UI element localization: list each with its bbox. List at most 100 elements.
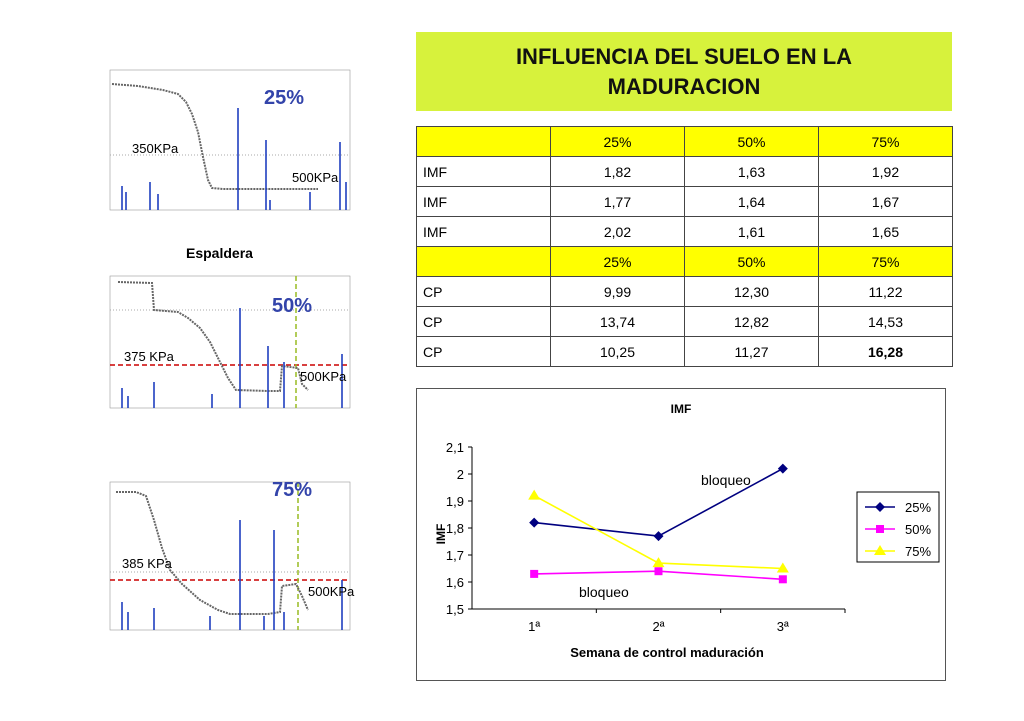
threshold-label: 375 KPa	[124, 349, 175, 364]
series-50%	[530, 567, 787, 584]
title-line-2: MADURACION	[607, 73, 761, 99]
data-point	[654, 567, 663, 576]
table-cell: 1,92	[818, 156, 953, 187]
table-cell: 12,82	[684, 306, 819, 337]
x-tick-label: 1ª	[528, 619, 540, 634]
row-label: IMF	[416, 216, 551, 247]
threshold-label: 385 KPa	[122, 556, 173, 571]
end-label: 500KPa	[300, 369, 347, 384]
table-header-row: 25% 50% 75%	[416, 126, 953, 157]
table-row: IMF 2,02 1,61 1,65	[416, 216, 953, 247]
y-tick-label: 1,6	[446, 575, 464, 590]
tension-curve	[111, 83, 318, 190]
data-point	[776, 562, 789, 573]
imf-chart: IMF IMF Semana de control maduración 1,5…	[416, 388, 946, 681]
chart-title: IMF	[671, 402, 692, 416]
table-cell: 1,67	[818, 186, 953, 217]
panel-percent: 75%	[272, 479, 312, 501]
table-cell: 25%	[550, 126, 685, 157]
soil-panel-75: 75% 385 KPa 500KPa	[88, 450, 373, 665]
soil-chart-50: Espaldera 50% 375 KPa 500KPa	[109, 245, 351, 409]
data-point	[529, 517, 540, 528]
plot-frame	[109, 69, 351, 211]
data-point	[652, 557, 665, 568]
title-banner: INFLUENCIA DEL SUELO EN LA MADURACION	[416, 32, 952, 111]
table-cell: 50%	[684, 126, 819, 157]
annotation: bloqueo	[579, 584, 629, 600]
y-axis-label: IMF	[434, 524, 448, 545]
legend-label: 50%	[905, 522, 931, 537]
table-row: CP 9,99 12,30 11,22	[416, 276, 953, 307]
y-tick-label: 2,1	[446, 440, 464, 455]
row-label: CP	[416, 336, 551, 367]
y-tick-label: 1,7	[446, 548, 464, 563]
data-point	[875, 502, 885, 512]
table-cell: 10,25	[550, 336, 685, 367]
legend-label: 75%	[905, 544, 931, 559]
table-cell: 1,82	[550, 156, 685, 187]
table-cell: 9,99	[550, 276, 685, 307]
end-label: 500KPa	[308, 584, 355, 599]
legend-label: 25%	[905, 500, 931, 515]
data-point	[528, 489, 541, 500]
table-cell: 75%	[818, 246, 953, 277]
x-axis-label: Semana de control maduración	[570, 645, 764, 660]
table-cell: 2,02	[550, 216, 685, 247]
imf-chart-svg: IMF IMF Semana de control maduración 1,5…	[434, 402, 940, 660]
table-cell: 13,74	[550, 306, 685, 337]
data-point	[876, 525, 884, 533]
series-25%	[529, 463, 788, 542]
soil-chart-25: 25% 350KPa 500KPa	[109, 69, 351, 211]
data-point	[778, 575, 787, 584]
table-cell: 12,30	[684, 276, 819, 307]
rain-bars	[121, 520, 343, 630]
panel-caption: Espaldera	[186, 245, 253, 261]
row-label: IMF	[416, 186, 551, 217]
row-label: CP	[416, 276, 551, 307]
table-cell: 25%	[550, 246, 685, 277]
y-tick-label: 1,8	[446, 521, 464, 536]
data-point	[653, 531, 664, 542]
table-row: CP 10,25 11,27 16,28	[416, 336, 953, 367]
table-cell: 1,63	[684, 156, 819, 187]
row-label	[416, 126, 551, 157]
title-line-1: INFLUENCIA DEL SUELO EN LA	[515, 43, 853, 69]
table-cell: 1,77	[550, 186, 685, 217]
data-point	[530, 569, 539, 578]
table-row: CP 13,74 12,82 14,53	[416, 306, 953, 337]
y-tick-label: 1,9	[446, 494, 464, 509]
tension-curve	[117, 281, 309, 392]
table-header-row: 25% 50% 75%	[416, 246, 953, 277]
table-row: IMF 1,77 1,64 1,67	[416, 186, 953, 217]
rain-bars	[121, 108, 347, 210]
annotation: bloqueo	[701, 472, 751, 488]
table-cell: 1,64	[684, 186, 819, 217]
rain-bars	[121, 308, 343, 408]
plot-frame	[109, 275, 351, 409]
end-label: 500KPa	[292, 170, 339, 185]
panel-percent: 50%	[272, 295, 312, 317]
table-row: IMF 1,82 1,63 1,92	[416, 156, 953, 187]
y-tick-label: 1,5	[446, 602, 464, 617]
data-point	[777, 463, 788, 474]
table-cell: 1,61	[684, 216, 819, 247]
x-tick-label: 3ª	[777, 619, 789, 634]
row-label	[416, 246, 551, 277]
x-tick-label: 2ª	[652, 619, 664, 634]
table-cell: 1,65	[818, 216, 953, 247]
y-tick-label: 2	[457, 467, 464, 482]
soil-panel-25: 25% 350KPa 500KPa	[88, 32, 373, 220]
table-cell: 50%	[684, 246, 819, 277]
threshold-label: 350KPa	[132, 141, 179, 156]
row-label: IMF	[416, 156, 551, 187]
table-cell: 75%	[818, 126, 953, 157]
row-label: CP	[416, 306, 551, 337]
soil-panel-50: Espaldera 50% 375 KPa 500KPa	[88, 238, 373, 428]
soil-chart-75: 75% 385 KPa 500KPa	[109, 479, 355, 631]
panel-percent: 25%	[264, 87, 304, 109]
data-point	[874, 545, 886, 555]
data-table: 25% 50% 75% IMF 1,82 1,63 1,92 IMF 1,77 1,64 1,67 I…	[416, 126, 953, 367]
table-cell: 16,28	[818, 336, 953, 367]
table-cell: 11,27	[684, 336, 819, 367]
table-cell: 14,53	[818, 306, 953, 337]
